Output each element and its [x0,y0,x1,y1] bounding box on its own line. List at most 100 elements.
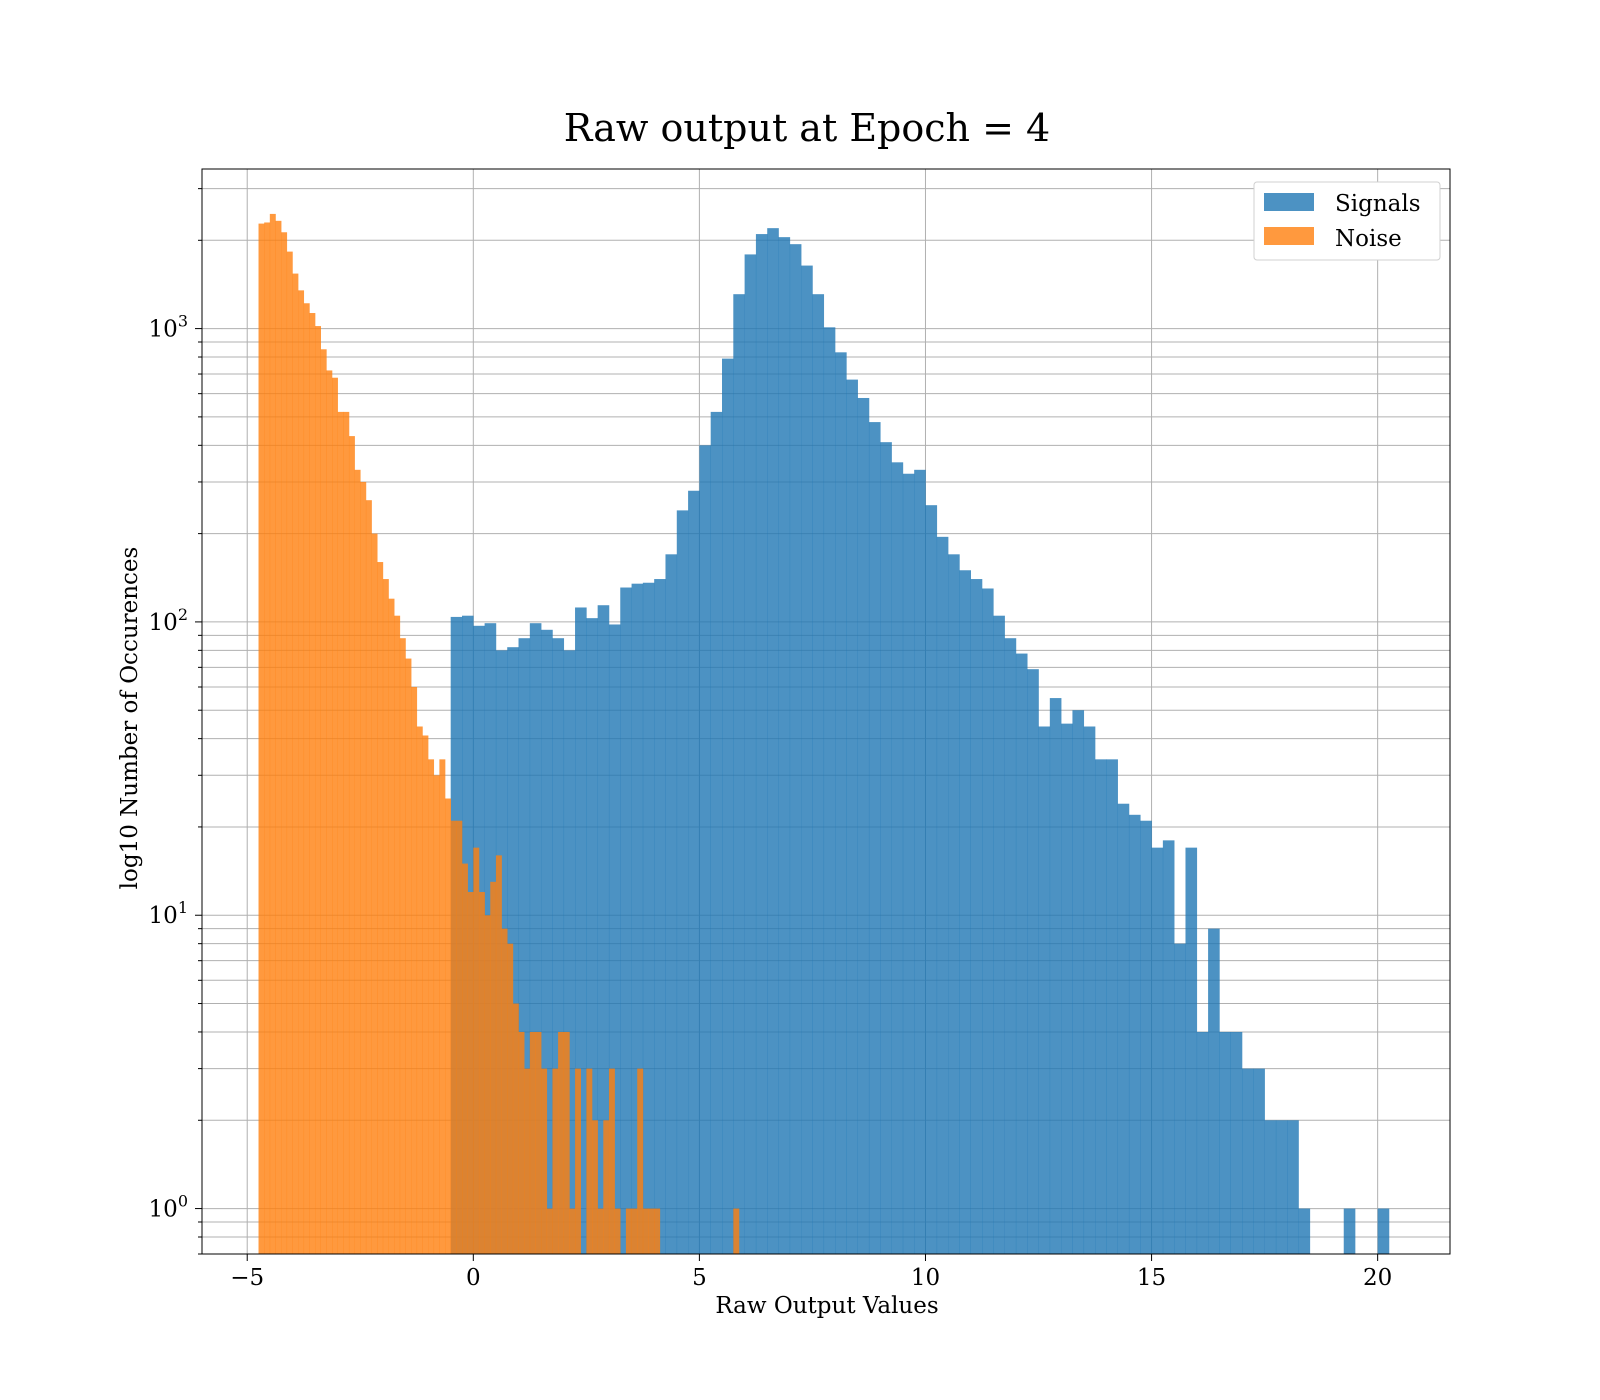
histogram-bar [439,759,446,1254]
histogram-bar [1298,1208,1311,1254]
histogram-bar [614,1208,621,1254]
histogram-bar [846,379,858,1254]
histogram-bar [445,798,451,1254]
histogram-bar [264,222,271,1255]
histogram-bar [490,881,497,1254]
histogram-bar [1275,1120,1288,1254]
histogram-bar [970,579,983,1254]
histogram-bar [377,562,384,1254]
y-tick-label: 103 [149,312,188,343]
histogram-bar [1230,1031,1243,1254]
histogram-bar [541,629,553,1254]
histogram-bar [597,605,610,1254]
x-tick-label: −5 [230,1265,264,1291]
histogram-bar [801,265,813,1254]
histogram-bar [360,481,367,1255]
histogram-bar [371,533,378,1254]
histogram-bar [326,370,333,1254]
histogram-bar [428,759,435,1254]
histogram-bar [812,294,825,1254]
histogram-bar [552,638,565,1254]
histogram-bar [365,500,372,1254]
histogram-bar [552,1068,559,1254]
histogram-bar [1343,1208,1356,1254]
histogram-bar [1004,638,1017,1254]
histogram-bar [1253,1068,1265,1254]
x-tick-label: 0 [466,1265,481,1291]
histogram-bar [269,213,276,1254]
histogram-bar [1095,759,1107,1254]
histogram-bar [608,624,621,1254]
histogram-bar [620,587,632,1254]
histogram-bar [416,726,423,1254]
histogram-bar [789,244,802,1254]
histogram-bar [546,1208,553,1254]
histogram-bar [405,658,412,1254]
histogram-bar [891,462,904,1254]
histogram-bar [592,1120,598,1254]
bars-layer [258,213,1390,1255]
histogram-bar [603,1120,610,1254]
histogram-bar [608,1068,615,1254]
histogram-bar [1151,847,1164,1254]
y-tick-label: 102 [149,605,188,636]
histogram-bar [880,442,892,1255]
histogram-bar [309,313,316,1254]
histogram-bar [665,554,678,1254]
histogram-bar [1049,698,1062,1254]
histogram-bar [654,579,666,1254]
histogram-bar [1038,726,1051,1254]
histogram-bar [676,510,689,1254]
x-axis-label: Raw Output Values [715,1293,938,1319]
histogram-bar [518,1031,525,1254]
histogram-bar [495,855,502,1254]
histogram-bar [914,469,926,1254]
legend-swatch-noise [1264,227,1314,245]
histogram-bar [744,254,757,1255]
histogram-bar [529,1031,536,1254]
histogram-bar [625,1208,632,1254]
histogram-bar [767,228,779,1255]
histogram-bar [569,1208,576,1254]
histogram-bar [1106,759,1118,1254]
histogram-bar [1377,1208,1390,1254]
histogram-bar [948,554,960,1254]
histogram-bar [733,1208,740,1254]
histogram-bar [462,863,468,1254]
histogram-bar [399,638,406,1254]
histogram-bar [411,686,418,1254]
histogram-bar [348,436,355,1254]
histogram-bar [835,352,847,1255]
histogram-bar [1219,1031,1231,1254]
histogram-bar [823,327,836,1254]
histogram-bar [512,1003,519,1254]
histogram-bar [982,588,994,1254]
legend-swatch-signals [1264,193,1314,211]
histogram-bar [642,582,655,1254]
histogram-bar [733,294,745,1254]
histogram-bar [597,1208,604,1254]
histogram-bar [275,220,282,1254]
histogram-bar [388,598,395,1254]
histogram-bar [354,469,361,1254]
histogram-bar [298,290,305,1255]
axis-ticks: −5 0 5 10 15 20 100 101 102 103 [149,188,1392,1291]
series-noise [258,213,740,1255]
histogram-bar [993,615,1005,1254]
y-tick-label: 100 [149,1192,188,1223]
histogram-bar [1083,726,1096,1254]
histogram-bar [755,234,768,1255]
histogram-bar [303,303,310,1254]
chart-title: Raw output at Epoch = 4 [564,106,1050,150]
plot-frame [201,168,1451,1255]
histogram-bar [1196,1031,1209,1254]
histogram-bar [857,397,870,1254]
histogram-bar [524,1068,531,1254]
histogram-bar [541,1068,548,1254]
histogram-bar [337,411,344,1255]
histogram-bar [558,1031,565,1254]
histogram-bar [631,1208,638,1254]
histogram-bar [902,473,915,1254]
histogram-bar [642,1208,649,1254]
